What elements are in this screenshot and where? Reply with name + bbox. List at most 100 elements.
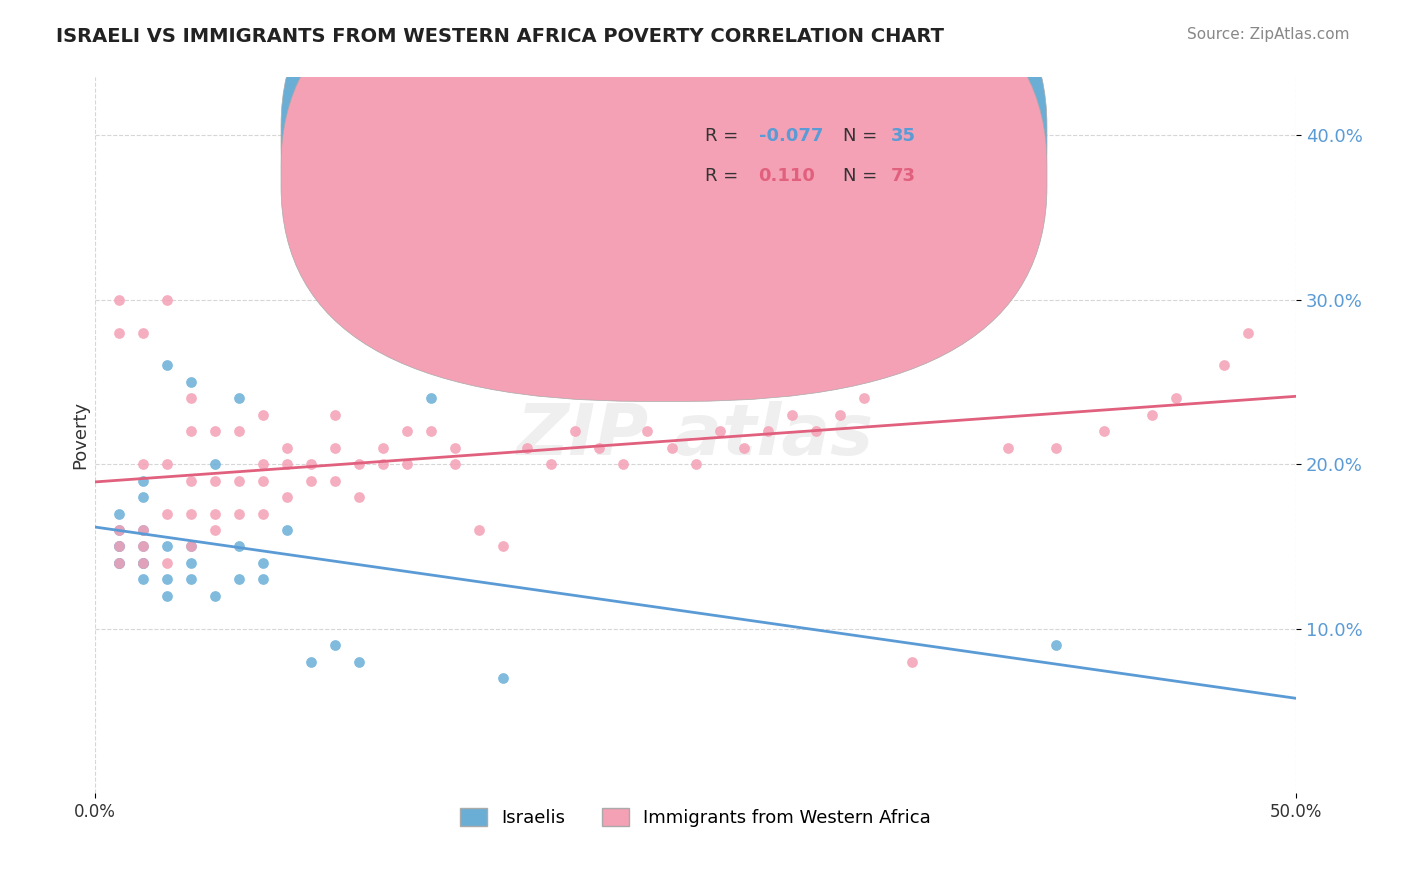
Point	[1045, 441, 1067, 455]
Point	[156, 507, 179, 521]
Text: Source: ZipAtlas.com: Source: ZipAtlas.com	[1187, 27, 1350, 42]
Point	[396, 457, 419, 471]
Point	[276, 441, 298, 455]
Point	[780, 408, 803, 422]
Point	[540, 457, 562, 471]
Point	[108, 507, 131, 521]
Point	[588, 441, 610, 455]
Text: 0.110: 0.110	[759, 167, 815, 185]
Point	[276, 490, 298, 504]
Text: -0.077: -0.077	[759, 128, 823, 145]
Point	[323, 441, 346, 455]
Point	[108, 540, 131, 554]
Point	[492, 540, 515, 554]
Point	[1045, 638, 1067, 652]
Point	[156, 457, 179, 471]
Point	[132, 556, 155, 570]
Point	[733, 441, 755, 455]
Point	[180, 375, 202, 389]
Point	[252, 556, 274, 570]
Point	[108, 523, 131, 537]
Point	[132, 474, 155, 488]
Point	[132, 573, 155, 587]
Point	[108, 540, 131, 554]
Point	[444, 457, 467, 471]
Point	[276, 523, 298, 537]
Point	[108, 556, 131, 570]
Point	[228, 540, 250, 554]
Point	[1140, 408, 1163, 422]
Point	[396, 424, 419, 438]
Point	[132, 457, 155, 471]
Point	[804, 424, 827, 438]
Point	[1213, 359, 1236, 373]
Point	[347, 490, 370, 504]
Point	[132, 490, 155, 504]
Point	[252, 573, 274, 587]
Point	[204, 424, 226, 438]
Point	[901, 655, 924, 669]
Point	[156, 540, 179, 554]
Point	[612, 457, 634, 471]
Point	[132, 540, 155, 554]
Point	[204, 523, 226, 537]
Point	[132, 523, 155, 537]
Point	[180, 556, 202, 570]
Point	[156, 359, 179, 373]
Point	[323, 474, 346, 488]
Point	[156, 556, 179, 570]
Point	[420, 424, 443, 438]
Point	[180, 507, 202, 521]
Point	[156, 589, 179, 603]
Point	[1237, 326, 1260, 340]
Point	[180, 424, 202, 438]
Point	[373, 457, 395, 471]
Point	[252, 474, 274, 488]
FancyBboxPatch shape	[617, 106, 953, 210]
Point	[468, 523, 491, 537]
Point	[180, 474, 202, 488]
Point	[252, 457, 274, 471]
Point	[228, 507, 250, 521]
Point	[180, 540, 202, 554]
Point	[852, 392, 875, 406]
Point	[276, 457, 298, 471]
Point	[1092, 424, 1115, 438]
Point	[373, 441, 395, 455]
Point	[108, 523, 131, 537]
Text: ZIP atlas: ZIP atlas	[517, 401, 875, 470]
Text: ISRAELI VS IMMIGRANTS FROM WESTERN AFRICA POVERTY CORRELATION CHART: ISRAELI VS IMMIGRANTS FROM WESTERN AFRIC…	[56, 27, 945, 45]
Point	[204, 507, 226, 521]
Text: N =: N =	[842, 167, 883, 185]
FancyBboxPatch shape	[281, 0, 1047, 362]
Point	[228, 573, 250, 587]
Point	[108, 556, 131, 570]
Point	[204, 457, 226, 471]
Point	[132, 556, 155, 570]
Text: N =: N =	[842, 128, 883, 145]
Point	[132, 326, 155, 340]
Text: 35: 35	[891, 128, 915, 145]
Point	[347, 457, 370, 471]
Point	[299, 457, 322, 471]
Point	[156, 293, 179, 307]
Point	[1166, 392, 1188, 406]
Point	[132, 540, 155, 554]
Point	[949, 194, 972, 208]
Point	[204, 474, 226, 488]
Point	[132, 556, 155, 570]
Point	[685, 457, 707, 471]
Point	[108, 293, 131, 307]
Text: 73: 73	[891, 167, 915, 185]
Point	[709, 424, 731, 438]
Point	[228, 392, 250, 406]
Point	[108, 326, 131, 340]
Point	[180, 573, 202, 587]
Point	[828, 408, 851, 422]
Point	[299, 655, 322, 669]
Point	[347, 655, 370, 669]
Text: R =: R =	[704, 167, 744, 185]
FancyBboxPatch shape	[281, 0, 1047, 401]
Point	[564, 424, 586, 438]
Point	[108, 556, 131, 570]
